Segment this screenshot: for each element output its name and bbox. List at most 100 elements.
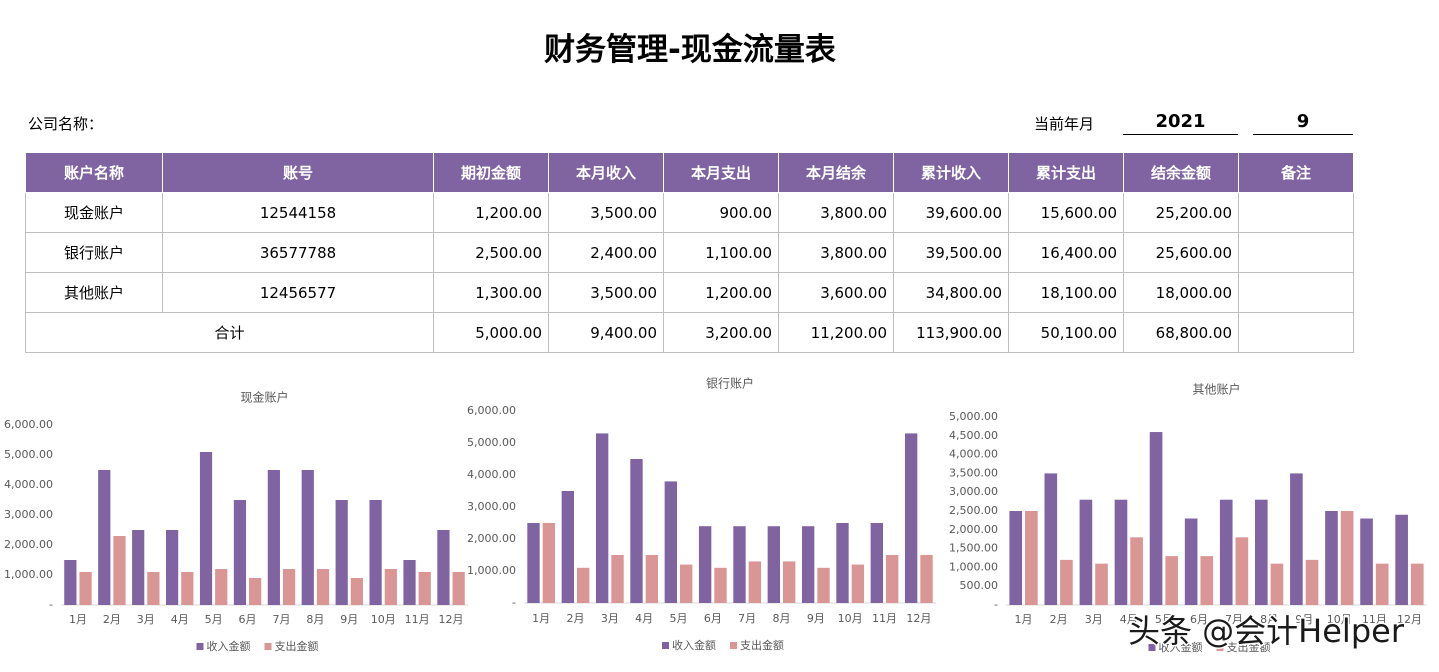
bar [64, 560, 77, 605]
x-tick-label: 4月 [635, 612, 653, 625]
x-tick-label: 5月 [205, 613, 223, 626]
bar [748, 561, 762, 603]
table-cell: 39,500.00 [893, 232, 1009, 273]
bar [165, 530, 179, 605]
x-tick-label: 4月 [1120, 613, 1138, 626]
year-field[interactable]: 2021 [1123, 110, 1238, 135]
bar [542, 523, 556, 603]
bar [1060, 559, 1073, 605]
bar [1254, 499, 1268, 605]
x-tick-label: 6月 [704, 612, 722, 625]
y-tick-label: 3,000.00 [4, 508, 53, 521]
bar [611, 555, 624, 603]
bar [98, 470, 111, 605]
legend-label: 支出金额 [275, 639, 319, 653]
header-row: 账户名称 账号 期初金额 本月收入 本月支出 本月结余 累计收入 累计支出 结余金额 备注 [25, 152, 1354, 193]
note-cell [1238, 272, 1354, 313]
bar [113, 536, 126, 605]
y-tick-label: - [994, 598, 998, 611]
bar [335, 500, 348, 605]
y-tick-label: 2,500.00 [949, 504, 998, 517]
x-tick-label: 4月 [171, 613, 189, 626]
bar [147, 572, 160, 605]
x-tick-label: 12月 [1397, 613, 1422, 626]
x-tick-label: 3月 [1085, 613, 1103, 626]
bar [561, 491, 574, 603]
y-tick-label: 4,000.00 [4, 478, 53, 491]
y-tick-label: 3,000.00 [949, 485, 998, 498]
column-header: 本月结余 [778, 152, 894, 193]
y-tick-label: 6,000.00 [467, 404, 516, 417]
bar [452, 572, 465, 605]
chart-title: 其他账户 [1192, 382, 1240, 397]
bar [1200, 556, 1214, 605]
table-cell: 15,600.00 [1008, 192, 1124, 233]
bar [527, 523, 540, 603]
bar [181, 572, 194, 605]
bar [1079, 499, 1093, 605]
bar [1165, 556, 1179, 605]
x-tick-label: 7月 [738, 612, 756, 625]
bar [595, 433, 609, 603]
x-tick-label: 12月 [439, 613, 464, 626]
bar [1305, 559, 1319, 605]
x-tick-label: 8月 [1260, 613, 1278, 626]
period-label: 当前年月 [1034, 115, 1095, 133]
column-header: 本月支出 [663, 152, 779, 193]
bar [1410, 563, 1424, 605]
month-field[interactable]: 9 [1253, 110, 1353, 135]
x-tick-label: 10月 [838, 612, 863, 625]
bar [1149, 432, 1163, 605]
column-header: 期初金额 [433, 152, 549, 193]
legend-label: 收入金额 [672, 638, 716, 652]
table-cell: 18,000.00 [1123, 272, 1239, 313]
table-cell: 3,800.00 [778, 192, 894, 233]
bar [1114, 499, 1128, 605]
y-tick-label: 2,000.00 [4, 538, 53, 551]
y-tick-label: - [512, 596, 516, 609]
table-cell: 3,500.00 [548, 272, 664, 313]
chart-title: 现金账户 [240, 390, 288, 405]
bar [437, 530, 450, 605]
x-tick-label: 10月 [1327, 613, 1352, 626]
bar [316, 569, 330, 605]
bar [577, 567, 590, 603]
table-cell: 其他账户 [25, 272, 163, 313]
bar [1375, 563, 1389, 605]
y-tick-label: 5,000.00 [949, 410, 998, 423]
table-cell: 1,200.00 [433, 192, 549, 233]
bar [920, 555, 933, 603]
note-cell [1238, 312, 1354, 353]
y-tick-label: 4,500.00 [949, 429, 998, 442]
bar [836, 523, 849, 603]
y-tick-label: 1,500.00 [949, 542, 998, 555]
x-tick-label: 9月 [1295, 613, 1313, 626]
column-header: 累计支出 [1008, 152, 1124, 193]
bar [904, 433, 918, 603]
y-tick-label: 4,000.00 [467, 468, 516, 481]
table-cell: 12544158 [162, 192, 434, 233]
bar [267, 470, 280, 605]
y-tick-label: 3,500.00 [949, 466, 998, 479]
bar [733, 526, 746, 603]
bar [767, 526, 780, 603]
bar [199, 452, 213, 605]
y-tick-label: 4,000.00 [949, 448, 998, 461]
legend-swatch [730, 642, 737, 649]
bar [1290, 473, 1303, 605]
legend-swatch [662, 642, 669, 649]
chart-title: 银行账户 [706, 376, 754, 391]
legend-swatch [1216, 644, 1224, 651]
legend-label: 支出金额 [1227, 640, 1271, 654]
bar [714, 567, 727, 603]
bar [1044, 473, 1058, 605]
table-cell: 900.00 [663, 192, 779, 233]
bar [403, 560, 416, 605]
legend-label: 支出金额 [740, 638, 784, 652]
bar [664, 481, 677, 603]
bar [817, 567, 830, 603]
table-cell: 银行账户 [25, 232, 163, 273]
total-cell: 5,000.00 [433, 312, 549, 353]
